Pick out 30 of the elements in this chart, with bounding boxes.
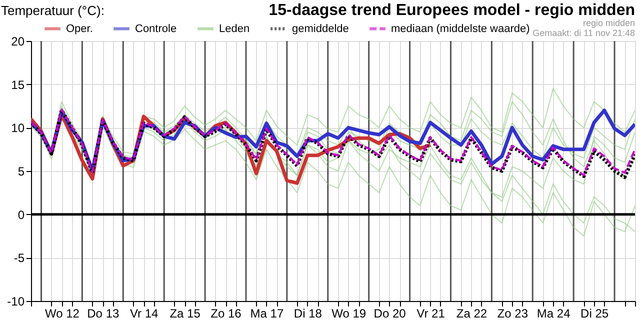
text: Gemaakt: di 11 nov 21:48 <box>532 28 635 38</box>
x-tick-label: Do 20 <box>374 306 406 320</box>
x-tick-label: Di 18 <box>294 306 322 320</box>
x-tick-label: Ma 24 <box>536 306 571 320</box>
legend-label: gemiddelde <box>292 22 349 35</box>
y-tick-label: -10 <box>7 294 25 308</box>
y-tick-label: 0 <box>18 208 25 222</box>
x-tick-label: Vr 21 <box>416 306 446 320</box>
legend-label: mediaan (middelste waarde) <box>391 22 530 35</box>
y-tick-label: 10 <box>11 121 25 136</box>
x-tick-label: Wo 12 <box>44 306 80 320</box>
y-axis-title: Temperatuur (°C): <box>1 3 104 18</box>
y-tick-label: 5 <box>18 164 25 178</box>
text: regio midden <box>582 18 635 28</box>
x-tick-label: Za 15 <box>170 306 201 320</box>
x-tick-label: Wo 19 <box>332 306 366 320</box>
x-tick-label: Ma 17 <box>250 306 284 320</box>
legend-label: Controle <box>135 22 177 35</box>
x-tick-label: Za 22 <box>456 306 488 320</box>
legend-label: Oper. <box>66 22 93 35</box>
x-tick-label: Vr 14 <box>130 306 159 320</box>
x-tick-label: Zo 23 <box>497 306 528 320</box>
x-tick-label: Do 13 <box>87 306 120 320</box>
y-tick-label: -5 <box>14 251 25 266</box>
legend-label: Leden <box>219 22 250 35</box>
y-tick-label: 15 <box>11 78 25 92</box>
x-tick-label: Zo 16 <box>210 306 242 320</box>
x-tick-label: Di 25 <box>580 306 609 320</box>
chart-title: 15-daagse trend Europees model - regio midden <box>268 2 635 19</box>
y-tick-label: 20 <box>11 34 25 48</box>
